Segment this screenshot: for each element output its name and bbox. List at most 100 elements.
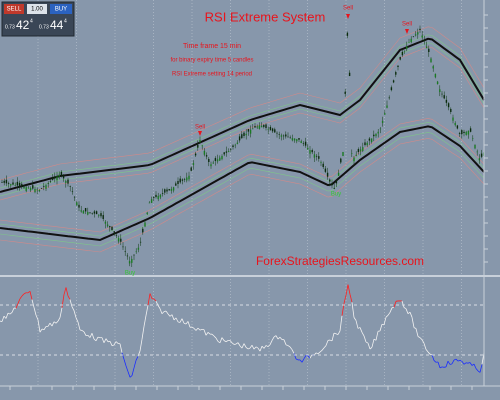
candle-body [166,189,168,192]
candle-body [434,73,437,78]
candle-body [111,226,113,230]
candle-body [313,154,316,158]
candle-body [289,137,291,139]
candle-body [146,212,148,215]
candle-body [469,128,472,132]
oscillator-line [251,344,255,350]
candle-body [298,138,300,140]
candle-body [307,147,309,150]
candle-body [51,177,54,180]
band-inner [0,34,485,189]
oscillator-line [3,315,7,319]
candle-body [164,189,166,193]
oscillator-line [359,327,363,333]
oscillator-line [249,344,253,349]
candle-body [186,177,188,181]
candle-body [467,130,470,135]
candle-body [45,185,47,189]
candle-body [285,134,287,137]
candle-body [87,211,89,215]
candle-body [5,179,8,184]
oscillator-line [191,326,195,329]
oscillator-line [393,301,397,308]
oscillator-line [169,314,173,317]
candle-body [461,130,463,135]
candle-body [34,189,36,193]
oscillator-line [197,327,201,331]
candle-body [117,238,120,242]
candle-body [337,172,340,176]
candle-body [254,125,256,128]
candle-body [10,184,12,186]
candle-body [340,158,342,163]
candle-body [104,221,107,224]
oscillator-line [95,336,99,342]
oscillator-line [241,343,245,349]
oscillator-line [193,328,197,331]
oscillator-line [379,324,383,332]
candle-body [27,187,30,189]
oscillator-line [407,311,411,315]
oscillator-line [459,359,463,362]
oscillator-line [425,349,429,353]
buy-price-sup: 4 [64,18,67,24]
oscillator-line [315,352,319,355]
oscillator-line [79,329,83,331]
candle-body [265,124,267,128]
candle-body [342,152,344,156]
sell-button[interactable] [4,4,24,14]
oscillator-line [301,358,305,363]
candle-body [47,183,49,185]
band-main [0,37,485,193]
oscillator-line [199,328,203,331]
oscillator-line [91,333,95,340]
oscillator-line [149,293,153,299]
oscillator-line [103,338,107,343]
band-outer [0,138,485,253]
oscillator-line [205,332,209,336]
oscillator-line [35,314,39,320]
candle-body [205,155,208,157]
oscillator-line [15,303,19,309]
candle-body [280,135,283,137]
candle-body [18,182,21,186]
oscillator-line [185,321,189,325]
candle-body [234,144,236,146]
oscillator-line [213,335,217,339]
candle-body [406,46,408,50]
sell-button-label: SELL [7,7,22,13]
candle-body [249,129,252,134]
candle-body [201,145,203,147]
lot-input[interactable] [27,4,47,14]
oscillator-line [321,347,325,351]
candle-body [379,128,382,130]
oscillator-line [341,303,345,316]
candle-body [161,193,164,194]
oscillator-line [243,343,247,348]
oscillator-line [479,364,483,373]
oscillator-line [141,326,145,340]
oscillator-line [431,354,435,361]
oscillator-line [365,341,369,344]
candle-body [106,224,109,227]
oscillator-line [375,331,379,341]
buy-button[interactable] [50,4,72,14]
candle-body [302,143,305,144]
oscillator-line [187,321,191,328]
candle-body [194,153,197,156]
candle-body [311,150,313,153]
oscillator-line [97,336,101,339]
oscillator-line [219,337,223,343]
candle-body [260,125,263,128]
candle-body [172,187,175,191]
candle-body [245,133,247,136]
candle-body [219,157,221,161]
oscillator-line [33,307,37,316]
oscillator-line [307,355,311,359]
sell-signal: Sell [343,6,353,12]
oscillator-line [461,361,465,365]
candle-body [412,36,415,38]
candle-body [113,231,115,233]
oscillator-line [289,346,293,350]
